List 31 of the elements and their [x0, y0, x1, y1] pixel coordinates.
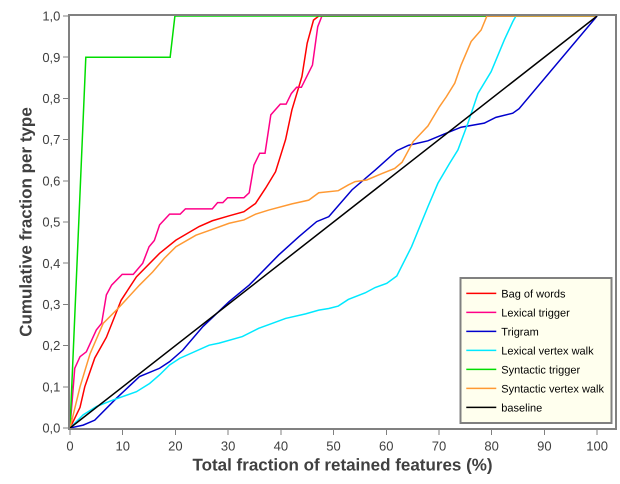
x-tick-label: 30	[220, 438, 236, 454]
x-tick-label: 70	[432, 438, 446, 454]
legend-label: Bag of words	[501, 288, 566, 301]
legend-label: Lexical vertex walk	[501, 346, 594, 358]
y-tick-label: 0,5	[42, 214, 60, 230]
x-tick-label: 100	[586, 438, 608, 454]
y-tick-label: 1,0	[42, 8, 60, 24]
y-tick-label: 0,1	[42, 379, 60, 394]
x-tick-label: 0	[66, 438, 74, 454]
y-axis-title: Cumulative fraction per type	[16, 107, 36, 337]
x-tick-label: 20	[168, 438, 183, 454]
y-tick-label: 0,4	[42, 256, 60, 271]
y-tick-label: 0,8	[42, 90, 60, 106]
legend-label: Lexical trigger	[501, 308, 570, 320]
y-tick-label: 0,0	[42, 420, 60, 436]
legend-label: Trigram	[501, 326, 539, 339]
y-tick-label: 0,3	[42, 296, 60, 312]
legend-label: Syntactic vertex walk	[501, 384, 604, 396]
x-axis-title: Total fraction of retained features (%)	[192, 456, 493, 474]
x-tick-label: 90	[537, 438, 552, 454]
x-tick-label: 10	[115, 438, 130, 454]
y-tick-label: 0,9	[42, 50, 60, 65]
y-tick-label: 0,7	[42, 132, 60, 148]
x-tick-label: 80	[484, 438, 499, 454]
x-tick-label: 40	[274, 438, 288, 454]
x-tick-label: 60	[379, 438, 394, 454]
legend-label: Syntactic trigger	[501, 364, 580, 377]
x-tick-label: 50	[326, 438, 341, 454]
y-tick-label: 0,2	[42, 338, 60, 354]
legend-label: baseline	[501, 402, 542, 415]
y-tick-label: 0,6	[42, 173, 60, 188]
